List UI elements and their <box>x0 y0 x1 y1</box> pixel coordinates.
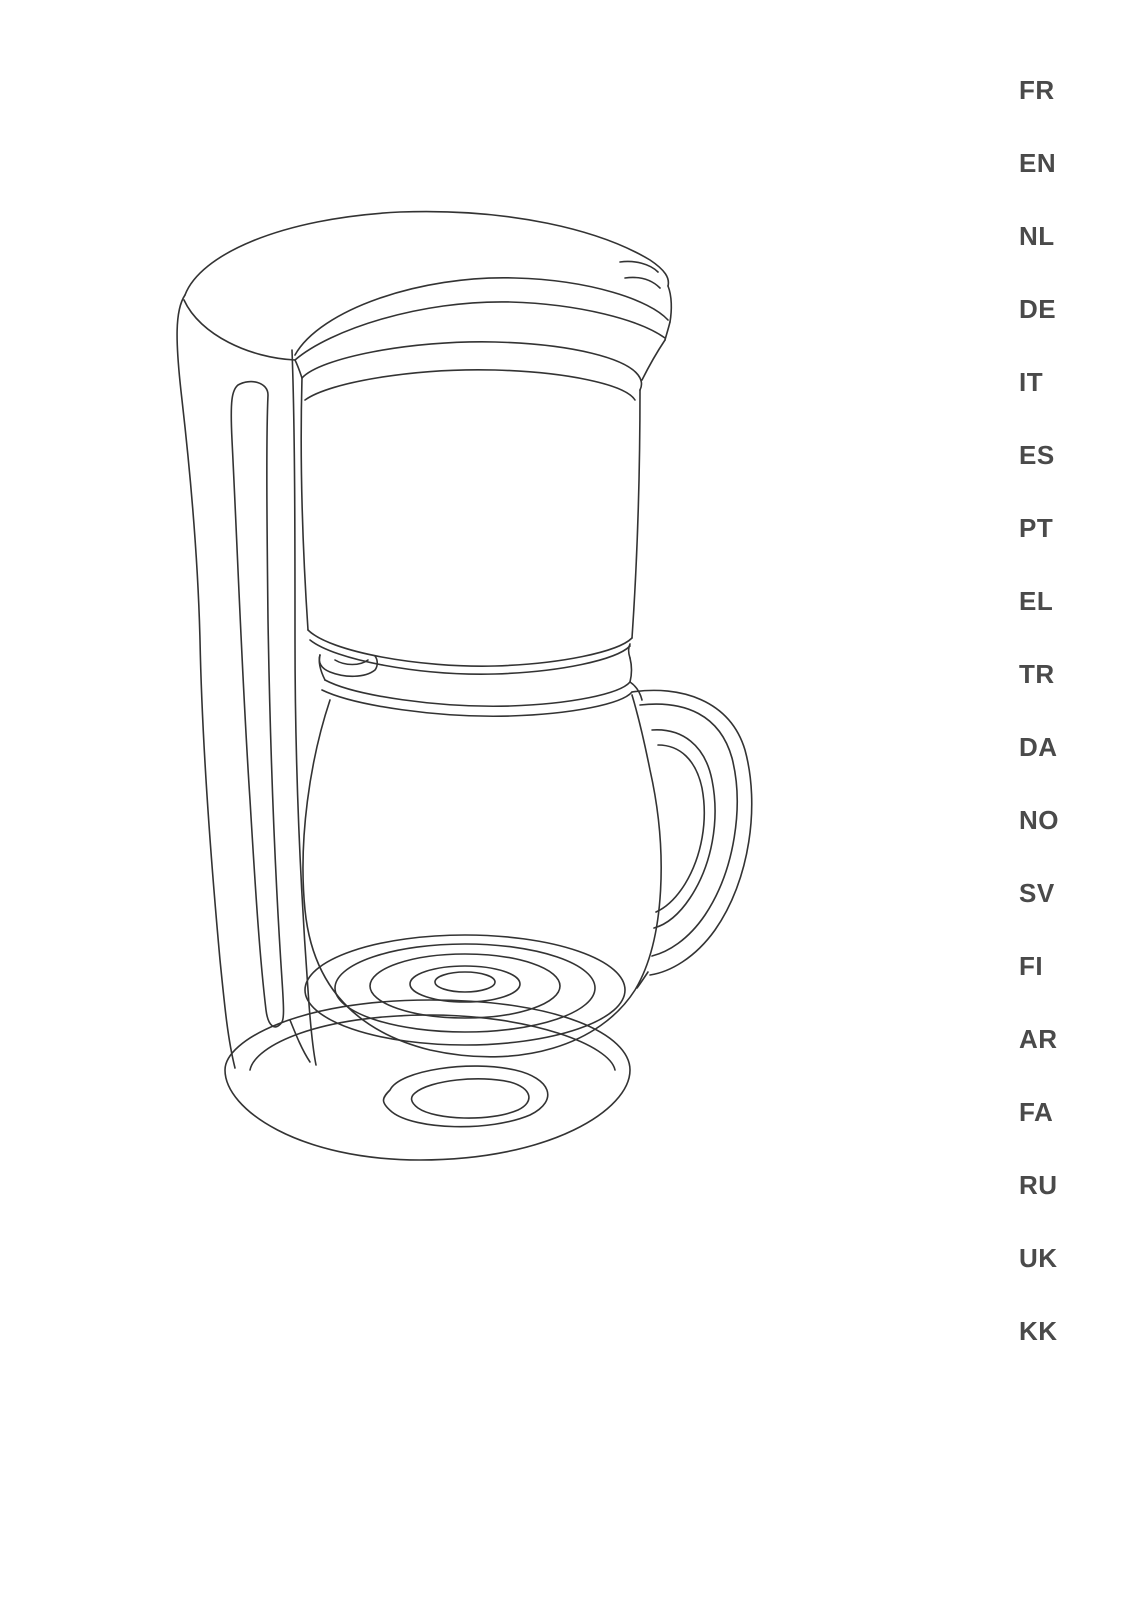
lang-tr: TR <box>1019 659 1059 690</box>
lang-it: IT <box>1019 367 1059 398</box>
lang-es: ES <box>1019 440 1059 471</box>
product-illustration <box>120 200 770 1200</box>
language-list: FR EN NL DE IT ES PT EL TR DA NO SV FI A… <box>1019 75 1059 1347</box>
lang-uk: UK <box>1019 1243 1059 1274</box>
manual-cover-page: FR EN NL DE IT ES PT EL TR DA NO SV FI A… <box>0 0 1129 1600</box>
lang-de: DE <box>1019 294 1059 325</box>
lang-pt: PT <box>1019 513 1059 544</box>
lang-en: EN <box>1019 148 1059 179</box>
lang-no: NO <box>1019 805 1059 836</box>
lang-ru: RU <box>1019 1170 1059 1201</box>
lang-sv: SV <box>1019 878 1059 909</box>
lang-el: EL <box>1019 586 1059 617</box>
coffee-maker-icon <box>120 200 770 1200</box>
lang-ar: AR <box>1019 1024 1059 1055</box>
lang-fa: FA <box>1019 1097 1059 1128</box>
lang-fi: FI <box>1019 951 1059 982</box>
lang-fr: FR <box>1019 75 1059 106</box>
lang-kk: KK <box>1019 1316 1059 1347</box>
lang-da: DA <box>1019 732 1059 763</box>
lang-nl: NL <box>1019 221 1059 252</box>
